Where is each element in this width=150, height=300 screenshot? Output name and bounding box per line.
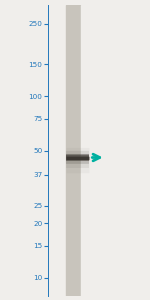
- Bar: [66, 4, 89, 296]
- Bar: [81, 4, 108, 296]
